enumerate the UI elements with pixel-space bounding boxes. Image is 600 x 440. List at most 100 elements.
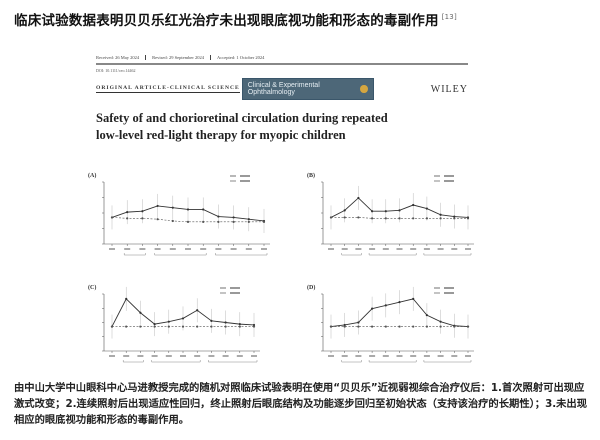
data-point [357,321,360,324]
data-point [217,220,220,223]
data-point [329,325,333,328]
data-point [153,325,156,328]
data-point [398,301,401,304]
data-point [412,297,415,300]
x-tick-label [396,355,403,357]
doi: DOI: 10.1111/ceo.14462 [96,68,136,73]
data-point [343,323,346,327]
data-point [202,208,205,211]
x-tick-label [215,248,222,250]
phase-bracket [423,360,472,363]
data-point [210,325,213,328]
data-point [453,215,456,218]
accepted-date: Accepted: 1 October 2024 [217,55,265,60]
x-tick-label [261,248,267,250]
journal-name: Clinical & Experimental Ophthalmology [247,82,320,96]
data-point [181,325,185,328]
data-point [186,208,190,211]
x-tick-label [369,355,376,357]
data-point [110,325,114,328]
x-tick-label [208,355,215,357]
x-tick-label [396,248,403,250]
x-tick-label [194,355,201,357]
legend-label [444,292,454,294]
panel-label: (A) [88,172,96,179]
x-tick-label [341,355,348,357]
data-point [126,211,129,214]
x-tick-label [185,248,191,250]
data-point [384,325,387,328]
legend-label [240,180,250,182]
paper-excerpt: Received: 26 May 2024 Revised: 29 Septem… [96,55,468,144]
paper-dates: Received: 26 May 2024 Revised: 29 Septem… [96,55,468,65]
page-title: 临床试验数据表明贝贝乐红光治疗未出现眼底视功能和形态的毒副作用 [13] [14,9,457,29]
x-tick-label [423,355,430,357]
chart-c: (C) [88,284,260,363]
x-tick-label [245,248,252,250]
x-tick-label [222,355,229,357]
data-point [167,325,170,328]
data-point [371,210,374,213]
x-tick-label [437,355,444,357]
x-tick-label [382,355,389,357]
data-point [167,320,170,323]
data-point [153,323,156,326]
data-point [439,213,442,216]
x-tick-label [151,355,158,357]
data-point [329,216,333,219]
data-point [217,215,220,218]
phase-bracket [423,253,472,256]
data-point [425,217,428,220]
data-point [224,325,227,328]
journal-logo-icon [360,85,368,93]
series-line [111,217,264,223]
data-point [202,220,205,223]
data-point [232,220,235,223]
x-tick-label [465,355,471,357]
data-point [412,217,415,220]
data-point [439,320,442,323]
article-section: ORIGINAL ARTICLE-CLINICAL SCIENCE [96,85,240,93]
data-point [453,325,456,328]
data-point [398,325,401,328]
data-point [139,311,142,314]
chart-d: (D) [307,284,474,363]
x-tick-label [328,355,334,357]
phase-bracket [341,253,362,256]
x-tick-label [410,355,417,357]
x-tick-label [230,248,237,250]
x-tick-label [123,355,130,357]
data-point [110,216,114,219]
phase-bracket [208,360,258,363]
x-tick-label [200,248,207,250]
data-point [252,323,256,327]
x-tick-label [165,355,172,357]
paper-title-line: Safety of and chorioretinal circulation … [96,111,388,125]
x-tick-label [451,355,458,357]
x-tick-label [423,248,430,250]
journal-banner: Clinical & Experimental Ophthalmology [241,78,374,100]
data-point [262,220,266,223]
data-point [141,210,144,213]
data-point [425,207,428,210]
phase-bracket [368,360,417,363]
x-tick-label [355,355,362,357]
data-point [141,217,144,220]
data-point [125,297,128,300]
data-point [186,220,190,223]
data-point [439,325,442,328]
x-tick-label [451,248,458,250]
data-point [252,325,256,328]
data-point [466,325,470,328]
phase-bracket [123,253,146,256]
legend-label [230,287,240,289]
x-tick-label [180,355,186,357]
data-point [439,217,442,220]
x-tick-label [341,248,348,250]
journal-bar: ORIGINAL ARTICLE-CLINICAL SCIENCE Clinic… [96,78,468,100]
chart-a: (A) [88,172,270,256]
title-text: 临床试验数据表明贝贝乐红光治疗未出现眼底视功能和形态的毒副作用 [14,13,439,29]
phase-bracket [341,360,362,363]
x-tick-label [139,248,146,250]
x-tick-label [251,355,257,357]
